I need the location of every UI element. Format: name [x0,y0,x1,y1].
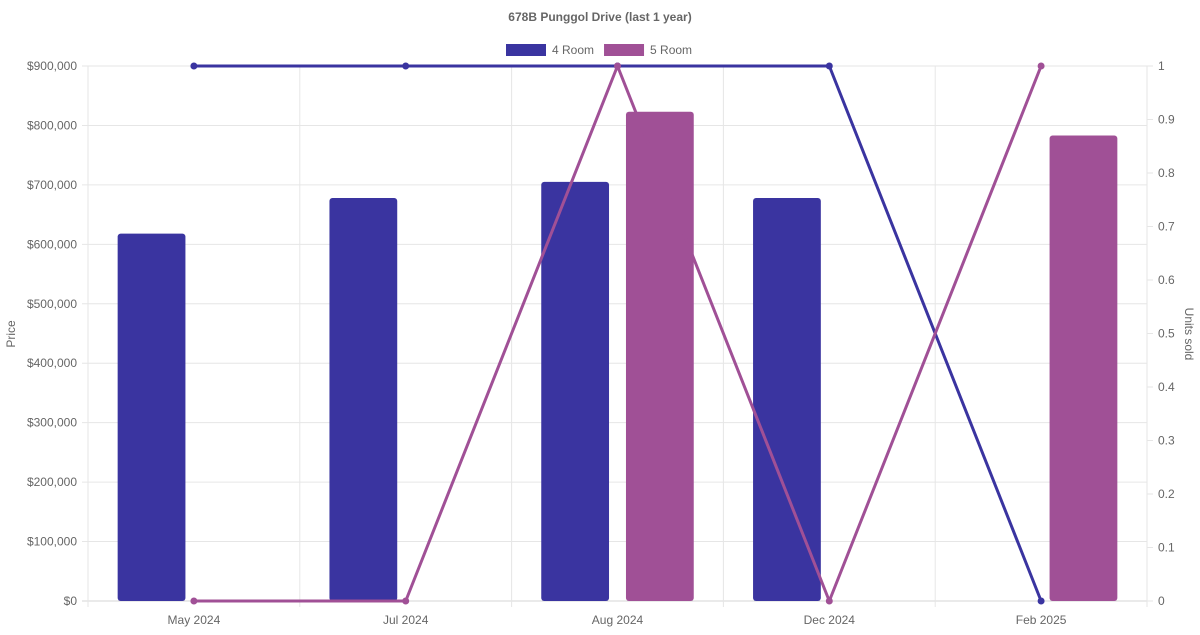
bar-5-room [625,111,694,602]
legend: 4 Room 5 Room [506,43,692,57]
point-5-room [825,597,833,605]
right-tick-label: 0.6 [1158,273,1175,287]
bars [117,111,1118,602]
left-tick-label: $300,000 [27,416,77,430]
bar-4-room [329,197,398,601]
legend-swatch [604,44,645,56]
bar-4-room [753,197,821,601]
legend-label: 5 Room [650,43,692,57]
right-tick-label: 1 [1158,59,1165,73]
axes: $0 $100,000 $200,000 $300,000 $400,000 $500,0… [27,59,1175,627]
right-tick-label: 0.4 [1158,380,1175,394]
left-tick-label: $400,000 [27,356,77,370]
bar-5-room [1049,135,1118,602]
left-tick-label: $0 [64,594,78,608]
right-axis-title: Units sold [1182,308,1196,361]
x-tick-label: May 2024 [168,613,221,627]
x-tick-label: Jul 2024 [383,613,429,627]
point-5-room [614,62,621,70]
point-5-room [402,597,410,605]
x-tick-label: Dec 2024 [804,613,856,627]
grid [82,65,1153,607]
right-tick-label: 0.8 [1158,166,1175,180]
lines [190,62,1045,605]
bar-4-room [117,233,186,601]
point-4-room [1037,597,1045,605]
point-5-room [190,597,198,605]
legend-label: 4 Room [552,43,594,57]
left-tick-label: $100,000 [27,535,77,549]
left-tick-label: $900,000 [27,59,77,73]
right-tick-label: 0 [1158,594,1165,608]
legend-swatch [506,44,546,56]
left-tick-label: $600,000 [27,237,77,251]
right-tick-label: 0.1 [1158,541,1175,555]
bar-4-room [541,181,610,601]
line-5-room [193,64,1043,603]
right-tick-label: 0.2 [1158,487,1175,501]
right-tick-label: 0.5 [1158,327,1175,341]
right-tick-label: 0.7 [1158,220,1175,234]
right-tick-label: 0.3 [1158,434,1175,448]
point-4-room [402,62,410,70]
point-4-room [190,62,198,70]
point-5-room [1037,62,1045,70]
point-4-room [825,62,833,70]
left-tick-label: $500,000 [27,297,77,311]
left-tick-label: $700,000 [27,178,77,192]
x-tick-label: Feb 2025 [1016,613,1067,627]
line-4-room [193,64,1043,602]
left-axis-title: Price [4,320,18,348]
chart-title: 678B Punggol Drive (last 1 year) [508,10,691,24]
x-tick-label: Aug 2024 [592,613,644,627]
right-tick-label: 0.9 [1158,113,1175,127]
left-tick-label: $200,000 [27,475,77,489]
left-tick-label: $800,000 [27,118,77,132]
